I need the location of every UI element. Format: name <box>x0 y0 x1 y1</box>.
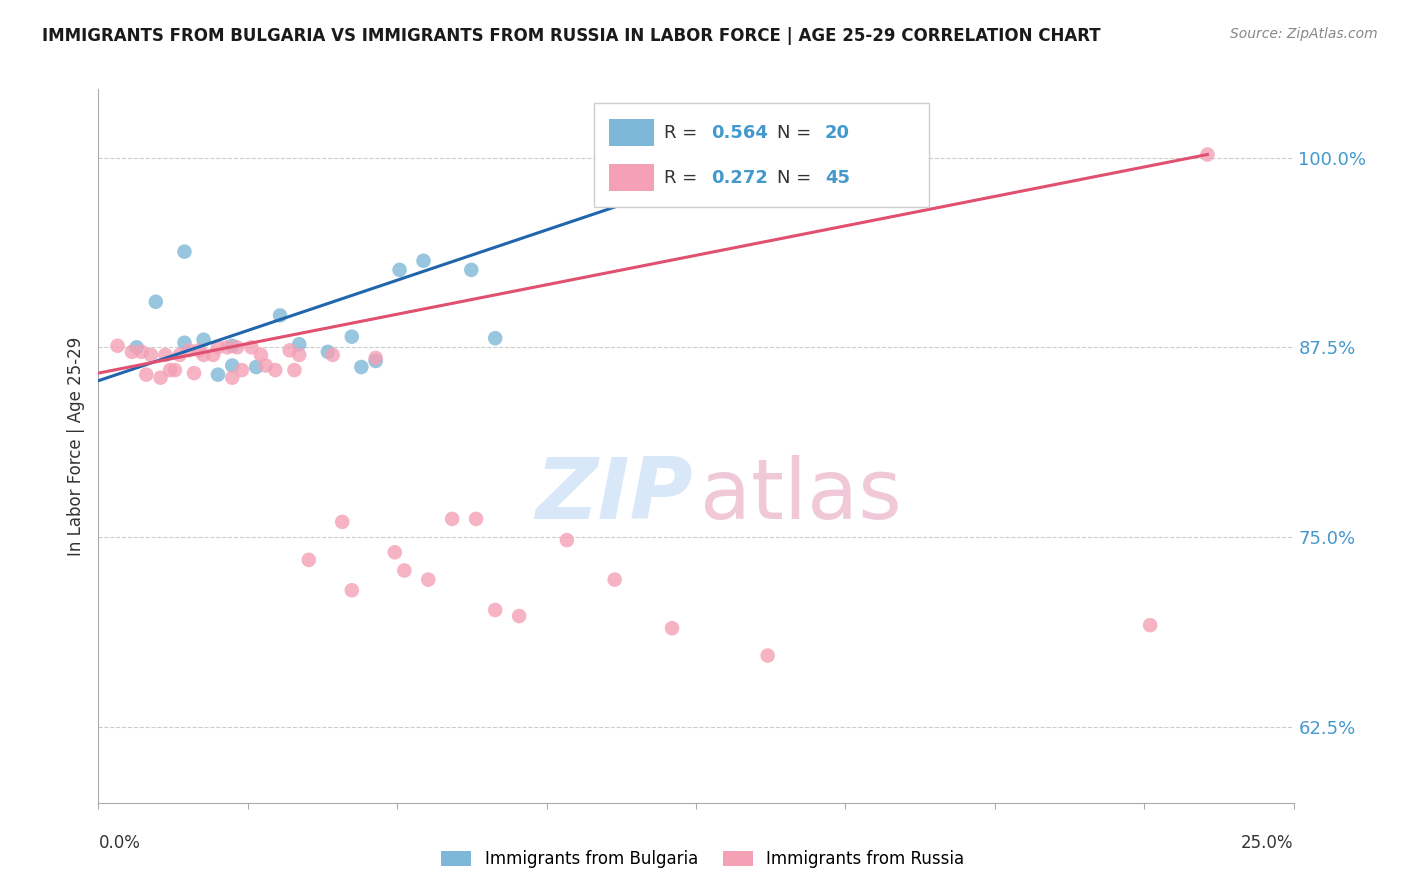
Point <box>173 244 195 259</box>
Point <box>298 553 321 567</box>
Point <box>207 368 229 382</box>
Point <box>155 348 177 362</box>
Point <box>441 512 464 526</box>
Point <box>756 648 779 663</box>
Point <box>207 340 229 354</box>
Point <box>135 368 157 382</box>
Point <box>364 351 387 365</box>
Text: N =: N = <box>778 124 817 142</box>
Text: R =: R = <box>664 169 703 186</box>
Point <box>418 573 440 587</box>
Point <box>603 573 626 587</box>
Point <box>121 344 143 359</box>
Point <box>508 609 530 624</box>
Point <box>661 621 683 635</box>
Point <box>159 363 181 377</box>
Text: 25.0%: 25.0% <box>1241 834 1294 852</box>
Bar <box>609 120 654 146</box>
Point <box>202 348 225 362</box>
Bar <box>609 164 654 191</box>
Point <box>125 340 148 354</box>
Point <box>187 343 209 358</box>
Point <box>269 309 291 323</box>
Point <box>193 333 215 347</box>
Point <box>340 583 363 598</box>
Point <box>139 348 162 362</box>
Point <box>340 329 363 343</box>
Point <box>316 344 339 359</box>
Point <box>555 533 578 548</box>
Y-axis label: In Labor Force | Age 25-29: In Labor Force | Age 25-29 <box>66 336 84 556</box>
Point <box>364 354 387 368</box>
Point <box>221 359 243 373</box>
Text: IMMIGRANTS FROM BULGARIA VS IMMIGRANTS FROM RUSSIA IN LABOR FORCE | AGE 25-29 CO: IMMIGRANTS FROM BULGARIA VS IMMIGRANTS F… <box>42 27 1101 45</box>
Point <box>131 344 153 359</box>
Point <box>288 348 311 362</box>
Text: 45: 45 <box>825 169 851 186</box>
Point <box>465 512 488 526</box>
Text: R =: R = <box>664 124 703 142</box>
Point <box>330 515 353 529</box>
Point <box>169 348 191 362</box>
Point <box>484 603 506 617</box>
Point <box>179 343 201 358</box>
Point <box>264 363 287 377</box>
Text: Source: ZipAtlas.com: Source: ZipAtlas.com <box>1230 27 1378 41</box>
Point <box>388 263 411 277</box>
Point <box>226 340 249 354</box>
Point <box>412 253 434 268</box>
Point <box>149 370 172 384</box>
Point <box>278 343 301 358</box>
Point <box>322 348 344 362</box>
Point <box>193 348 215 362</box>
Point <box>221 339 243 353</box>
Point <box>484 331 506 345</box>
Point <box>288 337 311 351</box>
Point <box>350 359 373 374</box>
Point <box>173 335 195 350</box>
Point <box>283 363 305 377</box>
Point <box>221 370 243 384</box>
Point <box>460 263 482 277</box>
FancyBboxPatch shape <box>595 103 929 207</box>
Text: 0.0%: 0.0% <box>98 834 141 852</box>
Point <box>250 348 273 362</box>
Point <box>107 339 129 353</box>
Point <box>245 359 267 374</box>
Point <box>1139 618 1161 632</box>
Point <box>163 363 186 377</box>
Point <box>254 359 277 373</box>
Text: atlas: atlas <box>700 456 901 536</box>
Text: ZIP: ZIP <box>534 454 692 538</box>
Text: 0.564: 0.564 <box>711 124 769 142</box>
Point <box>240 340 263 354</box>
Point <box>384 545 406 559</box>
Point <box>394 564 416 578</box>
Point <box>231 363 253 377</box>
Text: 20: 20 <box>825 124 851 142</box>
Legend: Immigrants from Bulgaria, Immigrants from Russia: Immigrants from Bulgaria, Immigrants fro… <box>434 844 972 875</box>
Point <box>183 366 205 380</box>
Point <box>651 184 673 198</box>
Point <box>145 294 167 309</box>
Point <box>1197 147 1219 161</box>
Text: 0.272: 0.272 <box>711 169 769 186</box>
Point <box>217 340 239 354</box>
Text: N =: N = <box>778 169 817 186</box>
